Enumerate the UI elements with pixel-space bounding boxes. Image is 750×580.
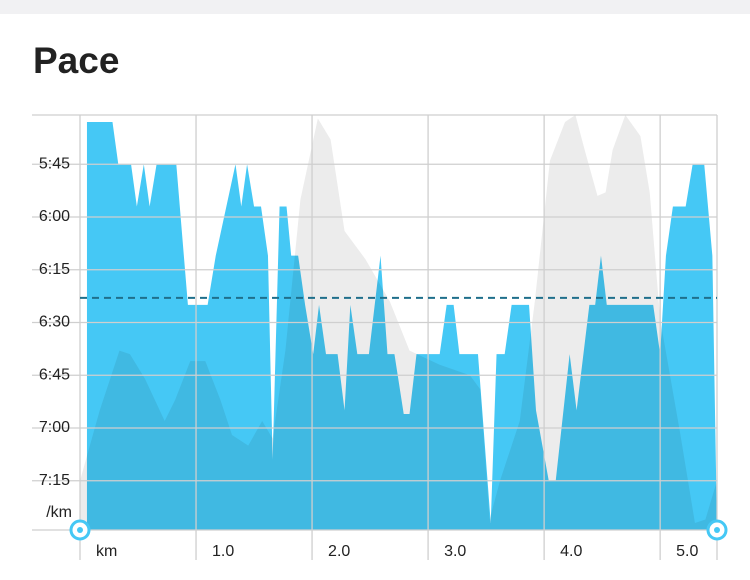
y-tick-label: 6:30 bbox=[39, 314, 70, 331]
range-handle-dot bbox=[714, 527, 720, 533]
x-tick-label: 3.0 bbox=[444, 543, 466, 560]
area bbox=[80, 115, 717, 530]
x-tick-label: 5.0 bbox=[676, 543, 698, 560]
y-unit-label: /km bbox=[46, 504, 72, 521]
y-tick-label: 7:15 bbox=[39, 472, 70, 489]
top-bar bbox=[0, 0, 750, 14]
plot: 5:45 6:00 6:15 6:30 6:45 7:00 7:15 1.0 2.0 3.0 4.0… bbox=[32, 114, 728, 560]
y-tick-label: 7:00 bbox=[39, 419, 70, 436]
y-tick-label: 5:45 bbox=[39, 155, 70, 172]
x-tick-label: 4.0 bbox=[560, 543, 582, 560]
x-tick-label: 1.0 bbox=[212, 543, 234, 560]
x-unit-label: km bbox=[96, 543, 117, 560]
chart-title: Pace bbox=[33, 40, 119, 81]
x-tick-label: 2.0 bbox=[328, 543, 350, 560]
y-tick-label: 6:15 bbox=[39, 261, 70, 278]
y-tick-label: 6:00 bbox=[39, 208, 70, 225]
range-handle-dot bbox=[77, 527, 83, 533]
y-tick-label: 6:45 bbox=[39, 366, 70, 383]
